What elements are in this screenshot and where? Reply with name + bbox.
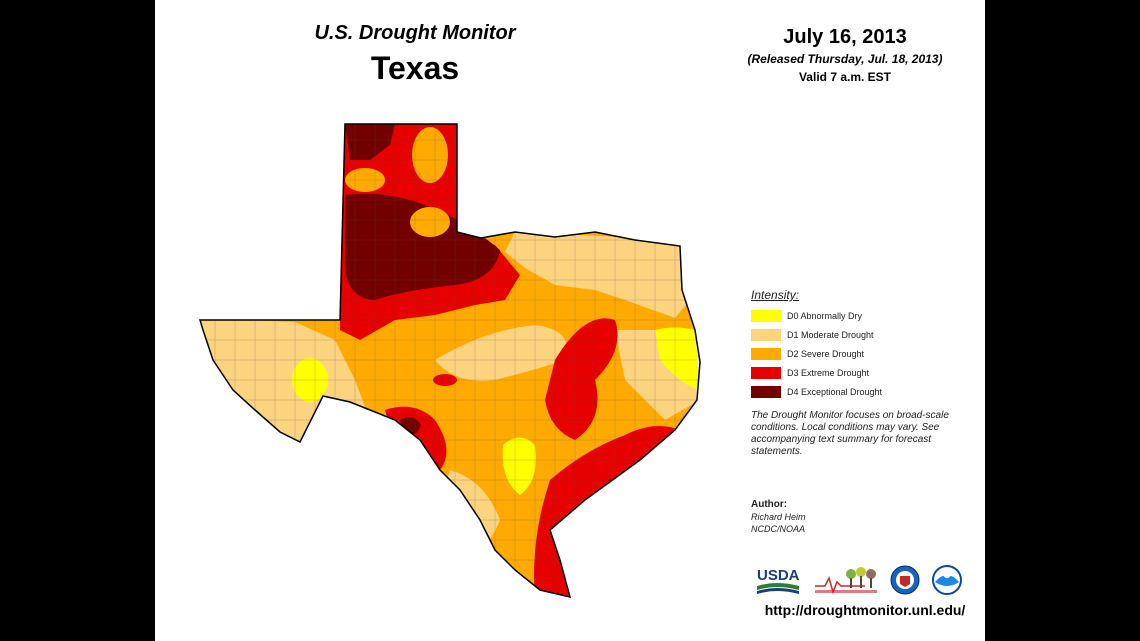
legend-label-d2: D2 Severe Drought [787, 348, 865, 359]
d3-central-east [545, 318, 618, 440]
release-date: (Released Thursday, Jul. 18, 2013) [747, 52, 943, 66]
legend-label-d4: D4 Exceptional Drought [787, 386, 883, 397]
usda-logo-icon: USDA [757, 567, 800, 594]
county-grid [200, 124, 700, 597]
valid-time: Valid 7 a.m. EST [798, 70, 892, 84]
drought-map-panel: U.S. Drought Monitor Texas July 16, 2013… [155, 0, 985, 641]
d1-central [435, 325, 567, 381]
d4-north [345, 124, 395, 160]
legend-swatch-d1 [751, 328, 781, 341]
legend-swatch-d2 [751, 347, 781, 360]
author-heading: Author: [751, 499, 788, 510]
legend-swatch-d0 [751, 309, 781, 322]
disclaimer-note: The Drought Monitor focuses on broad-sca… [751, 410, 949, 457]
author-name: Richard Heim [751, 512, 806, 522]
monitor-url[interactable]: http://droughtmonitor.unl.edu/ [764, 602, 966, 618]
legend-item-d1: D1 Moderate Drought [751, 325, 981, 344]
legend-label-d1: D1 Moderate Drought [787, 329, 874, 340]
legend-title: Intensity: [751, 288, 800, 302]
agency-logos: USDA [757, 565, 962, 595]
usda-logo-text: USDA [757, 567, 800, 584]
legend-label-d0: D0 Abnormally Dry [787, 310, 863, 321]
map-date: July 16, 2013 [783, 26, 907, 48]
legend-swatch-d3 [751, 366, 781, 379]
legend-swatch-d4 [751, 385, 781, 398]
noaa-logo-icon [932, 565, 962, 595]
d0-east [655, 327, 700, 390]
texas-outline [198, 123, 701, 599]
monitor-title: U.S. Drought Monitor [314, 22, 516, 44]
legend-item-d3: D3 Extreme Drought [751, 363, 981, 382]
d2-pocket-north [412, 127, 448, 183]
d1-northeast [505, 232, 690, 318]
d2-pocket [410, 207, 450, 237]
legend-item-d4: D4 Exceptional Drought [751, 382, 981, 401]
legend-item-d2: D2 Severe Drought [751, 344, 981, 363]
region-title: Texas [370, 50, 460, 86]
author-org: NCDC/NOAA [751, 524, 806, 534]
drought-areas [200, 124, 700, 597]
legend-item-d0: D0 Abnormally Dry [751, 306, 981, 325]
legend: Intensity: D0 Abnormally Dry D1 Moderate… [751, 288, 981, 401]
doc-seal-icon [890, 565, 920, 595]
d0-south-central [502, 437, 536, 495]
texas-map [198, 123, 701, 599]
legend-label-d3: D3 Extreme Drought [787, 367, 870, 378]
ndmc-logo-icon [815, 567, 877, 595]
d4-panhandle [345, 193, 500, 300]
